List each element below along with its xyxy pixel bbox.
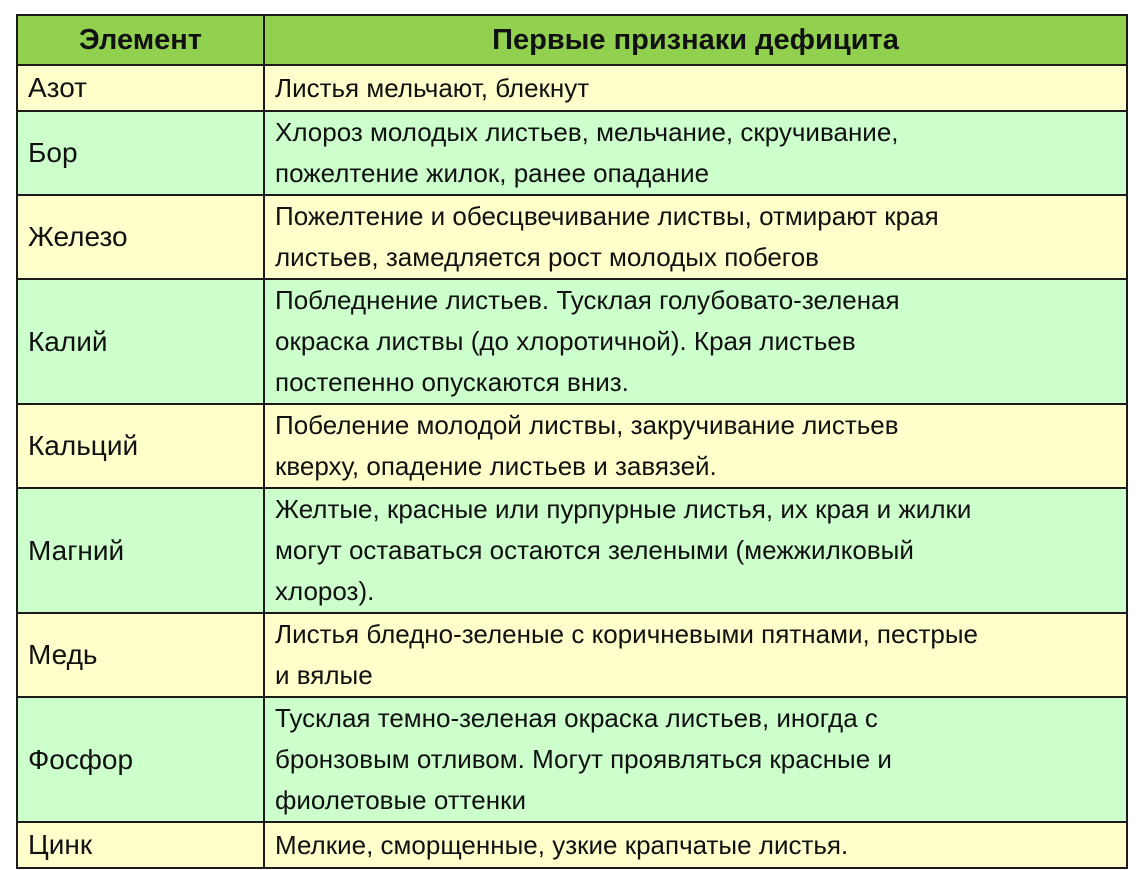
element-cell: Азот [16,64,265,112]
deficiency-table: Элемент Первые признаки дефицита Азот Лис… [16,14,1128,869]
column-header-symptoms: Первые признаки дефицита [263,14,1128,66]
table-row: Калий Побледнение листьев. Тусклая голубо… [16,278,1128,405]
symptoms-line: Желтые, красные или пурпурные листья, их… [275,494,972,524]
symptoms-line: Листья мельчают, блекнут [275,72,590,103]
element-cell: Медь [16,612,265,698]
symptoms-line: Листья бледно-зеленые с коричневыми пятн… [275,619,978,649]
symptoms-line: Побеление молодой листвы, закручивание л… [275,410,899,440]
symptoms-line: Побледнение листьев. Тусклая голубовато-… [275,285,900,315]
element-cell: Калий [16,278,265,405]
symptoms-cell: Листья мельчают, блекнут [263,64,1128,112]
symptoms-line: Тусклая темно-зеленая окраска листьев, и… [275,703,878,733]
table-row: Кальций Побеление молодой листвы, закручи… [16,403,1128,489]
element-cell: Кальций [16,403,265,489]
symptoms-line: окраска листвы (до хлоротичной). Края ли… [275,326,856,356]
symptoms-line: фиолетовые оттенки [275,785,526,815]
symptoms-cell: Мелкие, сморщенные, узкие крапчатые лист… [263,821,1128,869]
symptoms-cell: Пожелтение и обесцвечивание листвы, отми… [263,194,1128,280]
table-row: Бор Хлороз молодых листьев, мельчание, ск… [16,110,1128,196]
symptoms-line: пожелтение жилок, ранее опадание [275,158,710,188]
symptoms-line: хлороз). [275,576,375,606]
symptoms-cell: Побледнение листьев. Тусклая голубовато-… [263,278,1128,405]
table-row: Медь Листья бледно-зеленые с коричневыми … [16,612,1128,698]
symptoms-line: постепенно опускаются вниз. [275,367,629,397]
symptoms-line: Хлороз молодых листьев, мельчание, скруч… [275,117,899,147]
symptoms-cell: Побеление молодой листвы, закручивание л… [263,403,1128,489]
symptoms-line: листьев, замедляется рост молодых побего… [275,242,819,272]
element-cell: Фосфор [16,696,265,823]
table-row: Фосфор Тусклая темно-зеленая окраска лист… [16,696,1128,823]
element-cell: Цинк [16,821,265,869]
element-cell: Железо [16,194,265,280]
symptoms-line: бронзовым отливом. Могут проявляться кра… [275,744,892,774]
symptoms-line: и вялые [275,660,373,690]
table-row: Магний Желтые, красные или пурпурные лист… [16,487,1128,614]
symptoms-cell: Листья бледно-зеленые с коричневыми пятн… [263,612,1128,698]
table-row: Цинк Мелкие, сморщенные, узкие крапчатые … [16,821,1128,869]
symptoms-cell: Желтые, красные или пурпурные листья, их… [263,487,1128,614]
symptoms-cell: Тусклая темно-зеленая окраска листьев, и… [263,696,1128,823]
element-cell: Магний [16,487,265,614]
symptoms-line: кверху, опадение листьев и завязей. [275,451,717,481]
symptoms-line: Мелкие, сморщенные, узкие крапчатые лист… [275,829,849,860]
table-row: Азот Листья мельчают, блекнут [16,64,1128,112]
element-cell: Бор [16,110,265,196]
symptoms-line: могут оставаться остаются зелеными (межж… [275,535,914,565]
symptoms-cell: Хлороз молодых листьев, мельчание, скруч… [263,110,1128,196]
symptoms-line: Пожелтение и обесцвечивание листвы, отми… [275,201,939,231]
column-header-element: Элемент [16,14,265,66]
table-header-row: Элемент Первые признаки дефицита [16,14,1128,66]
table-row: Железо Пожелтение и обесцвечивание листвы… [16,194,1128,280]
